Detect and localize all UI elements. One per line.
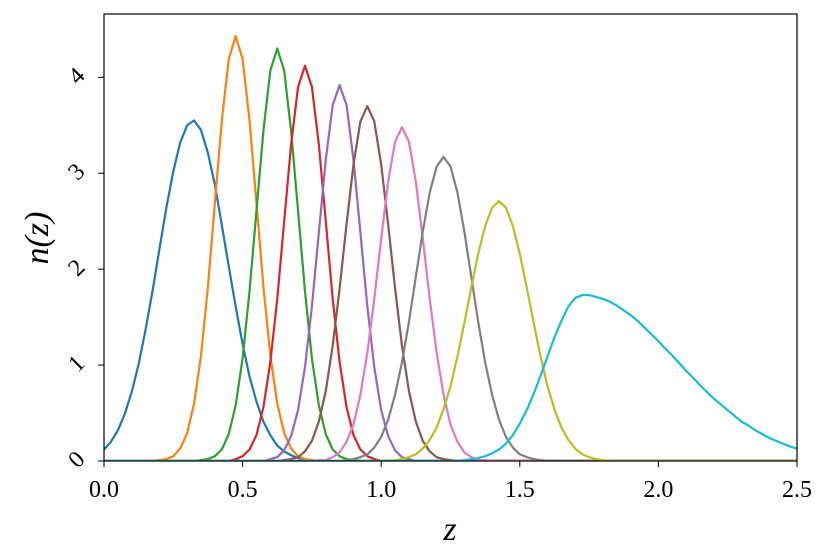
x-tick-label: 1.0 <box>366 477 396 503</box>
series-line <box>104 64 797 461</box>
series-line <box>104 199 797 461</box>
series-line <box>104 126 797 461</box>
series-line <box>104 119 797 461</box>
series-line <box>104 293 797 461</box>
series-line <box>104 83 797 461</box>
plot-area <box>104 34 797 461</box>
y-tick-label: 0 <box>64 447 91 474</box>
x-tick-label: 1.5 <box>505 477 535 503</box>
series-line <box>104 155 797 461</box>
x-tick-label: 0.0 <box>89 477 119 503</box>
y-tick-label: 4 <box>64 63 91 90</box>
x-tick-label: 0.5 <box>228 477 258 503</box>
x-tick-label: 2.5 <box>782 477 812 503</box>
y-tick-label: 2 <box>64 255 91 282</box>
y-tick-label: 3 <box>64 159 91 186</box>
y-tick-label: 1 <box>64 351 91 378</box>
axes-frame <box>103 13 798 462</box>
series-line <box>104 47 797 461</box>
y-axis-label: n(z) <box>19 212 56 265</box>
x-tick-label: 2.0 <box>643 477 673 503</box>
series-line <box>104 34 797 461</box>
x-axis-label: z <box>442 511 456 548</box>
